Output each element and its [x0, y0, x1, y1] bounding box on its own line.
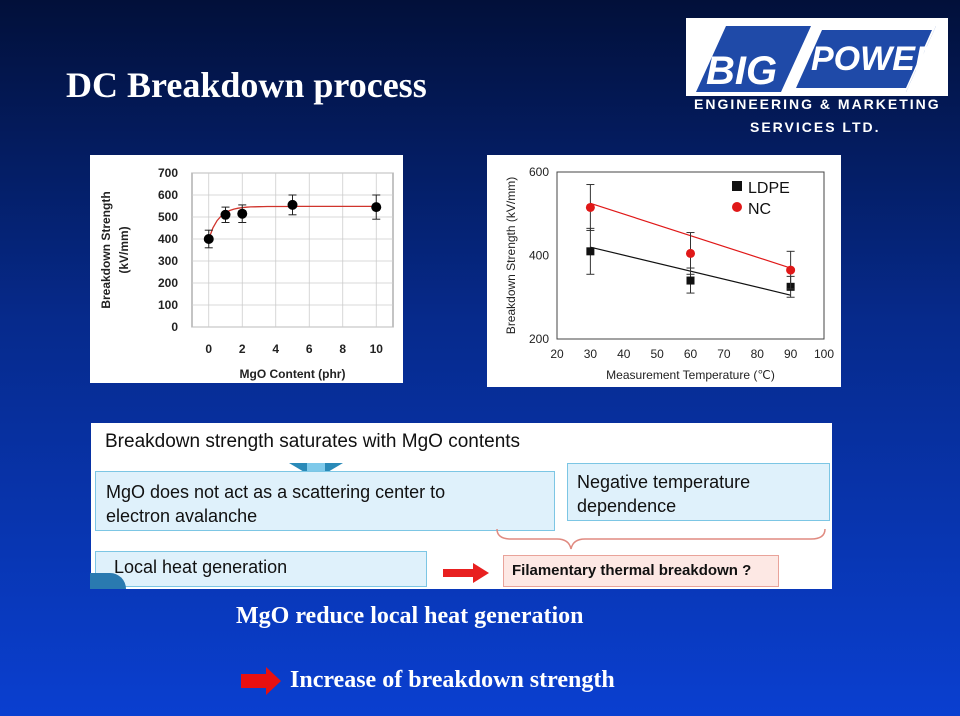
x-axis-label: MgO Content (phr) — [240, 367, 346, 381]
temperature-chart: 200 400 600 20 30 40 50 60 70 80 90 100 Measurement … — [487, 155, 841, 387]
right-arrow-icon — [443, 563, 489, 583]
data-point — [371, 202, 382, 213]
slide-title: DC Breakdown process — [66, 65, 427, 105]
y-tick-label: 200 — [529, 332, 549, 346]
data-point — [203, 234, 214, 244]
x-tick-label: 90 — [784, 347, 798, 361]
y-tick-label: 300 — [158, 254, 178, 268]
y-tick-label: 600 — [158, 188, 178, 202]
data-point-ldpe — [586, 247, 595, 256]
note-saturates: Breakdown strength saturates with MgO co… — [105, 431, 521, 452]
x-tick-label: 2 — [239, 342, 246, 356]
x-tick-label: 50 — [650, 347, 664, 361]
y-tick-label: 400 — [529, 249, 549, 263]
note-scattering: MgO does not act as a scattering center … — [95, 471, 555, 531]
svg-text:POWER: POWER — [811, 40, 940, 78]
x-tick-label: 0 — [205, 342, 212, 356]
data-point-ldpe — [686, 276, 695, 285]
y-tick-label: 700 — [158, 166, 178, 180]
legend-marker-ldpe — [732, 181, 742, 191]
y-tick-label: 100 — [158, 298, 178, 312]
data-point-nc — [585, 202, 595, 212]
x-tick-label: 10 — [370, 342, 384, 356]
x-axis-label: Measurement Temperature (℃) — [606, 368, 775, 382]
x-tick-label: 8 — [339, 342, 346, 356]
x-tick-label: 60 — [684, 347, 698, 361]
note-temperature: Negative temperature dependence — [567, 463, 830, 521]
logo-line2: SERVICES LTD. — [750, 119, 881, 135]
legend-marker-nc — [732, 202, 742, 212]
conclusion-1: MgO reduce local heat generation — [236, 603, 584, 629]
y-tick-label: 600 — [529, 165, 549, 179]
note-temperature-line1: Negative temperature — [577, 472, 751, 492]
x-tick-label: 70 — [717, 347, 731, 361]
note-scattering-line1: MgO does not act as a scattering center … — [106, 482, 446, 502]
bracket-icon — [496, 528, 826, 550]
y-tick-label: 500 — [158, 210, 178, 224]
note-scattering-line2: electron avalanche — [106, 506, 258, 526]
data-point-nc — [686, 248, 695, 258]
x-tick-label: 80 — [751, 347, 765, 361]
x-tick-label: 4 — [272, 342, 279, 356]
note-local-heat: Local heat generation — [95, 551, 427, 587]
y-axis-label: Breakdown Strength (kV/mm) — [504, 177, 518, 334]
y-tick-label: 200 — [158, 276, 178, 290]
y-tick-label: 0 — [171, 320, 178, 334]
x-tick-label: 100 — [814, 347, 834, 361]
mgo-content-chart: 0 100 200 300 400 500 600 700 0 2 4 6 8 10 MgO Content… — [90, 155, 403, 383]
note-filamentary: Filamentary thermal breakdown ? — [503, 555, 779, 587]
x-tick-label: 6 — [306, 342, 313, 356]
y-tick-label: 400 — [158, 232, 178, 246]
notes-left-decoration — [90, 573, 126, 589]
legend-label-nc: NC — [748, 201, 771, 218]
logo-line1: ENGINEERING & MARKETING — [694, 96, 941, 112]
x-tick-label: 30 — [584, 347, 598, 361]
data-point — [220, 209, 231, 220]
data-point-nc — [786, 265, 796, 275]
data-point — [287, 199, 298, 210]
conclusion-2: Increase of breakdown strength — [290, 667, 615, 693]
data-point — [237, 208, 248, 219]
y-axis-label: Breakdown Strength (kV/mm) — [99, 191, 131, 308]
note-temperature-line2: dependence — [577, 496, 677, 516]
legend-label-ldpe: LDPE — [748, 180, 790, 197]
x-tick-label: 40 — [617, 347, 631, 361]
svg-text:BIG: BIG — [706, 49, 777, 93]
x-tick-label: 20 — [550, 347, 564, 361]
company-logo: BIG POWER — [686, 18, 948, 96]
conclusion-arrow-icon — [241, 667, 281, 695]
notes-diagram: Breakdown strength saturates with MgO co… — [90, 423, 832, 589]
